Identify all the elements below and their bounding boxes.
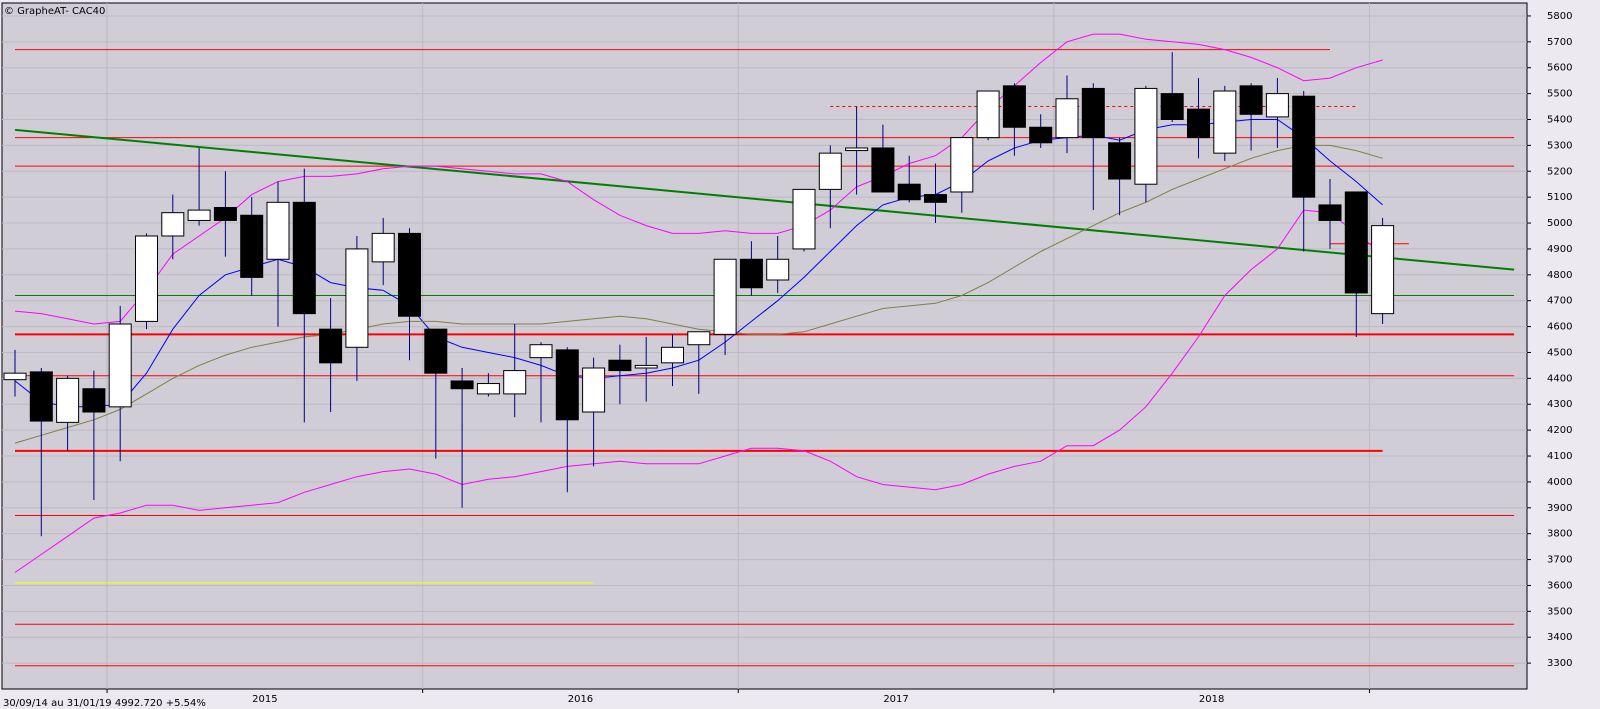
y-tick-label: 3600 — [1547, 580, 1572, 591]
candle-body — [161, 212, 185, 237]
trend-line — [14, 128, 1515, 271]
candle-body — [845, 147, 869, 152]
indicator-line — [14, 144, 1383, 444]
candle-body — [187, 209, 211, 221]
y-tick-label: 5000 — [1547, 218, 1572, 229]
candle-body — [213, 207, 237, 221]
y-tick-label: 5600 — [1547, 63, 1572, 74]
candle-body — [1239, 85, 1263, 115]
x-tick-label: 2016 — [568, 694, 593, 705]
candle-body — [450, 380, 474, 390]
y-tick-label: 5500 — [1547, 89, 1572, 100]
y-tick-label: 4900 — [1547, 244, 1572, 255]
candle-body — [950, 137, 974, 193]
candle-body — [1055, 98, 1079, 139]
indicator-line — [14, 209, 1383, 573]
y-tick-label: 4000 — [1547, 477, 1572, 488]
candle-body — [1344, 191, 1368, 294]
y-tick-label: 4500 — [1547, 347, 1572, 358]
candle-body — [319, 328, 343, 364]
x-tick-label: 2017 — [883, 694, 908, 705]
candle-body — [818, 152, 842, 190]
x-tick-label: 2018 — [1199, 694, 1224, 705]
y-tick-label: 4800 — [1547, 270, 1572, 281]
y-tick-label: 4700 — [1547, 296, 1572, 307]
chart-title: © GrapheAT- CAC40 — [4, 6, 105, 17]
candle-body — [135, 235, 158, 322]
candle-body — [924, 194, 947, 203]
candle-body — [529, 344, 553, 359]
candle-body — [371, 232, 395, 263]
candle-body — [608, 359, 632, 372]
candle-body — [976, 90, 1000, 139]
y-tick-label: 4300 — [1547, 399, 1572, 410]
candle-body — [1318, 204, 1342, 221]
candle-body — [1081, 87, 1105, 139]
y-tick-label: 4100 — [1547, 451, 1572, 462]
footer-text: 30/09/14 au 31/01/19 4992.720 +5.54% — [3, 698, 206, 709]
candle-body — [3, 372, 27, 381]
candle-body — [739, 258, 763, 289]
candle-body — [266, 201, 290, 260]
y-tick-label: 5400 — [1547, 114, 1572, 125]
candle-body — [1213, 90, 1237, 154]
candle-body — [687, 331, 711, 346]
candle-body — [1265, 93, 1289, 118]
candle-body — [56, 377, 80, 423]
y-tick-label: 4600 — [1547, 322, 1572, 333]
candle-body — [424, 328, 448, 374]
candle-body — [897, 183, 921, 201]
candle-body — [1134, 87, 1158, 185]
y-tick-label: 4200 — [1547, 425, 1572, 436]
candle-body — [1160, 93, 1184, 120]
candle-body — [792, 188, 816, 250]
candle-body — [871, 147, 895, 193]
candle-body — [1029, 126, 1053, 144]
candle-body — [398, 232, 421, 317]
candle-body — [766, 258, 790, 281]
candle-body — [1292, 95, 1316, 198]
x-tick-label: 2015 — [252, 694, 277, 705]
candle-body — [661, 346, 684, 364]
candle-body — [82, 388, 106, 413]
y-tick-label: 5100 — [1547, 192, 1572, 203]
candle-body — [1002, 85, 1026, 128]
y-tick-label: 3500 — [1547, 606, 1572, 617]
y-tick-label: 4400 — [1547, 373, 1572, 384]
candle-body — [713, 258, 737, 335]
candle-body — [634, 364, 658, 369]
candle-body — [582, 367, 606, 413]
y-tick-label: 3900 — [1547, 503, 1572, 514]
y-tick-label: 3400 — [1547, 632, 1572, 643]
candle-body — [1371, 225, 1395, 315]
candle-body — [503, 370, 527, 395]
candle-body — [476, 383, 500, 395]
y-tick-label: 5300 — [1547, 140, 1572, 151]
candle-body — [1108, 142, 1132, 180]
candle-body — [292, 201, 316, 315]
candle-body — [345, 248, 369, 348]
y-tick-label: 3800 — [1547, 529, 1572, 540]
y-tick-label: 3300 — [1547, 658, 1572, 669]
y-tick-label: 5700 — [1547, 37, 1572, 48]
y-tick-label: 5800 — [1547, 11, 1572, 22]
candle-body — [108, 323, 132, 408]
candle-body — [1187, 108, 1210, 139]
candle-body — [29, 371, 53, 422]
candle-body — [240, 214, 264, 278]
y-tick-label: 5200 — [1547, 166, 1572, 177]
y-tick-label: 3700 — [1547, 555, 1572, 566]
candle-body — [555, 349, 579, 421]
indicator-line — [14, 33, 1383, 325]
